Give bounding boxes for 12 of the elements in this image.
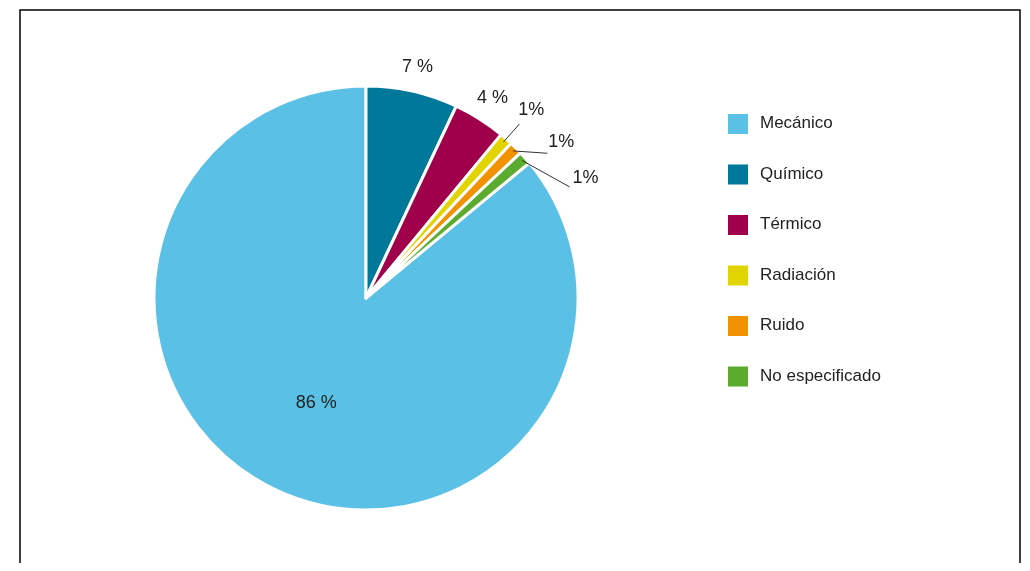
legend-label: Térmico [760,214,822,234]
data-label: 4 % [476,87,508,108]
data-label: 7 % [401,56,433,77]
data-label: 86 % [295,392,337,413]
legend-label: Radiación [760,264,836,284]
legend-label: Químico [760,163,824,183]
legend-label: Ruido [760,315,805,335]
legend-label: Mecánico [760,113,833,133]
data-label: 1% [548,130,575,151]
legend-label: No especificado [760,365,881,385]
data-label: 1% [572,167,599,188]
data-label: 1% [518,99,545,120]
